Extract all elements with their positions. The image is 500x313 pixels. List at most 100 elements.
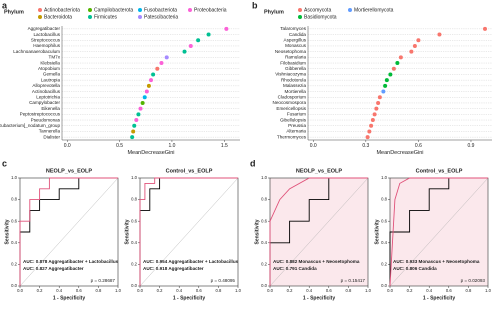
dot	[149, 78, 153, 83]
dot	[412, 43, 417, 48]
category-label: Lachnoanaerobaculum	[13, 49, 60, 54]
y-tick-label: 0.6	[131, 218, 137, 223]
legend-label: AUC: 0.806 Candida	[393, 266, 437, 271]
dot	[377, 95, 382, 100]
y-tick-label: 0.2	[11, 262, 17, 267]
category-label: Fusarium	[287, 112, 306, 117]
x-tick-label: 1.0	[115, 288, 121, 293]
category-label: Malassezia	[283, 83, 306, 88]
category-label: Emericellopsis	[276, 106, 306, 111]
roc-curve	[389, 177, 488, 286]
dot	[130, 135, 135, 140]
p-value: p = 0.15417	[341, 278, 366, 283]
panel-label: b	[252, 0, 258, 10]
dot	[144, 89, 149, 94]
legend-swatch	[38, 15, 42, 19]
x-tick-label: 0.6	[326, 288, 332, 293]
x-tick-label: 0.4	[56, 288, 62, 293]
legend-label: AUC: 0.918 Aggregatibacter	[143, 266, 204, 271]
panel-label: a	[2, 0, 8, 10]
x-tick-label: 0.8	[465, 288, 471, 293]
x-tick-label: 0.4	[306, 288, 312, 293]
dot	[146, 83, 151, 88]
legend-label: AUC: 0.882 Monascus + Neosetophoma	[273, 259, 360, 264]
dot	[437, 32, 442, 37]
diagonal	[389, 177, 489, 287]
x-axis-label: MeanDecreaseGini	[127, 150, 174, 156]
category-label: Streptococcus	[31, 37, 61, 42]
legend-swatch	[88, 8, 92, 12]
dot	[416, 38, 421, 43]
x-tick-label: 0.4	[176, 288, 182, 293]
legend-swatch	[298, 8, 302, 12]
legend-title: Phylum	[264, 9, 284, 15]
category-label: Preussia	[288, 123, 306, 128]
x-tick-label: 0.0	[387, 288, 393, 293]
panel-label: c	[2, 158, 7, 168]
dot	[395, 61, 400, 66]
x-tick-label: 0.2	[157, 288, 163, 293]
category-label: TM7x	[49, 55, 61, 60]
y-tick-label: 0.0	[381, 283, 387, 288]
y-tick-label: 1.0	[381, 175, 387, 180]
category-label: Talaromyces	[280, 26, 306, 31]
roc-curve	[19, 177, 118, 286]
legend-label: Firmicutes	[94, 14, 118, 20]
y-axis-label: Sensitivity	[374, 219, 380, 244]
roc-curve	[139, 177, 238, 286]
category-label: Monascus	[285, 43, 307, 48]
x-tick-label: 0.0	[64, 143, 71, 149]
category-label: Gemella	[43, 72, 61, 77]
legend-swatch	[38, 8, 42, 12]
x-tick-label: 0.9	[467, 143, 474, 149]
dot	[132, 123, 137, 128]
legend-label: Fusobacteriota	[144, 7, 177, 13]
y-tick-label: 0.2	[381, 262, 387, 267]
x-tick-label: 0.8	[215, 288, 221, 293]
category-label: Dialister	[43, 134, 60, 139]
x-tick-label: 0.5	[116, 143, 123, 149]
x-tick-label: 0.6	[446, 288, 452, 293]
diagonal	[139, 177, 239, 287]
y-tick-label: 0.8	[11, 197, 17, 202]
category-label: Alloprevotella	[32, 83, 60, 88]
dot	[370, 118, 375, 123]
x-tick-label: 1.0	[235, 288, 241, 293]
dot	[140, 100, 145, 105]
p-value: p = 0.02093	[461, 278, 486, 283]
y-tick-label: 0.6	[381, 218, 387, 223]
dot	[374, 106, 379, 111]
x-tick-label: 0.6	[415, 143, 422, 149]
y-tick-label: 0.6	[11, 218, 17, 223]
plot-title: NEOLP_vs_EOLP	[46, 168, 92, 174]
y-tick-label: 0.4	[261, 240, 267, 245]
dot	[188, 43, 193, 48]
category-label: Ramularia	[285, 55, 306, 60]
legend-label: Actinobacteriota	[44, 7, 80, 13]
x-tick-label: 0.6	[76, 288, 82, 293]
category-label: Pseudomonas	[31, 117, 61, 122]
category-label: Filobasidium	[280, 60, 306, 65]
legend-label: Mortierellomycota	[354, 7, 394, 13]
dot	[136, 112, 141, 117]
y-tick-label: 1.0	[11, 175, 17, 180]
legend-title: Phylum	[4, 9, 24, 15]
y-tick-label: 0.8	[261, 197, 267, 202]
y-tick-label: 1.0	[131, 175, 137, 180]
dot	[164, 55, 169, 60]
dot	[482, 26, 487, 31]
p-value: p = 0.28687	[91, 278, 116, 283]
y-tick-label: 0.6	[261, 218, 267, 223]
category-label: Actinobacillus	[32, 89, 61, 94]
category-label: Eikenella	[41, 106, 60, 111]
legend-label: Campilobacterota	[94, 7, 133, 13]
dot	[151, 72, 156, 77]
category-label: Neosetophoma	[275, 49, 307, 54]
category-label: [Eubacterium]_nodatum_group	[0, 123, 60, 128]
category-label: Gibberella	[285, 66, 306, 71]
dot	[398, 55, 403, 60]
dot	[372, 112, 377, 117]
dot	[138, 106, 143, 111]
y-tick-label: 0.4	[381, 240, 387, 245]
dot	[206, 32, 211, 37]
